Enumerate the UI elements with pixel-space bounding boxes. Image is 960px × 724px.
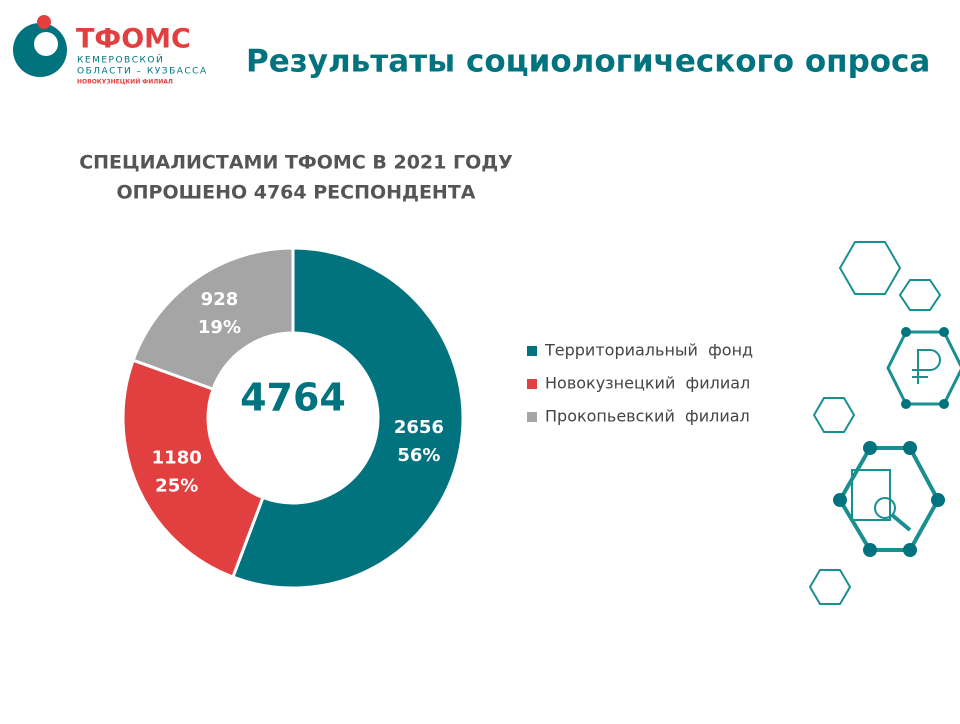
- percent-label: 56%: [397, 445, 440, 466]
- node: [903, 441, 917, 455]
- node: [863, 441, 877, 455]
- logo-text: ОБЛАСТИ – КУЗБАССА: [77, 67, 208, 77]
- percent-label: 19%: [198, 317, 241, 338]
- chart-title: СПЕЦИАЛИСТАМИ ТФОМС В 2021 ГОДУ: [79, 152, 513, 174]
- node: [939, 327, 949, 337]
- node: [903, 543, 917, 557]
- logo-text: НОВОКУЗНЕЦКИЙ ФИЛИАЛ: [77, 78, 173, 86]
- donut-segment: [121, 358, 265, 579]
- node: [863, 543, 877, 557]
- logo: ТФОМС КЕМЕРОВСКОЙ ОБЛАСТИ – КУЗБАССА НОВ…: [13, 15, 208, 86]
- donut-segment: [131, 246, 295, 392]
- slide-title: Результаты социологического опроса: [246, 44, 930, 80]
- logo-mark: [34, 32, 58, 56]
- legend-label: Прокопьевский филиал: [545, 407, 750, 426]
- logo-name: ТФОМС: [76, 24, 191, 55]
- hexagon: [808, 569, 852, 605]
- node: [931, 493, 945, 507]
- hexagon: [838, 241, 902, 295]
- rouble-icon: [912, 349, 941, 384]
- node: [901, 327, 911, 337]
- chart-title: ОПРОШЕНО 4764 РЕСПОНДЕНТА: [116, 182, 475, 204]
- legend-swatch: [527, 379, 537, 389]
- node: [901, 399, 911, 409]
- logo-mark: [37, 15, 51, 29]
- data-label: 928: [201, 289, 239, 310]
- logo-text: КЕМЕРОВСКОЙ: [77, 54, 164, 66]
- data-label: 2656: [394, 417, 444, 438]
- hexagon: [812, 397, 856, 433]
- donut-segment: [230, 246, 465, 590]
- hexagon: [898, 279, 942, 311]
- hexagon: [886, 330, 960, 406]
- node: [833, 493, 847, 507]
- legend-label: Территориальный фонд: [544, 341, 753, 360]
- data-label: 1180: [152, 448, 202, 469]
- node: [939, 399, 949, 409]
- legend-swatch: [527, 346, 537, 356]
- decoration: [808, 241, 960, 605]
- magnifier-icon: [890, 513, 912, 532]
- legend-label: Новокузнецкий филиал: [545, 374, 750, 393]
- center-total: 4764: [240, 376, 346, 420]
- percent-label: 25%: [155, 476, 198, 497]
- legend-swatch: [527, 412, 537, 422]
- donut-chart: 2656 56% Территориальный фонд 1180 25% Новоку…: [121, 246, 753, 590]
- document-icon: [851, 469, 891, 521]
- magnifier-icon: [874, 497, 896, 519]
